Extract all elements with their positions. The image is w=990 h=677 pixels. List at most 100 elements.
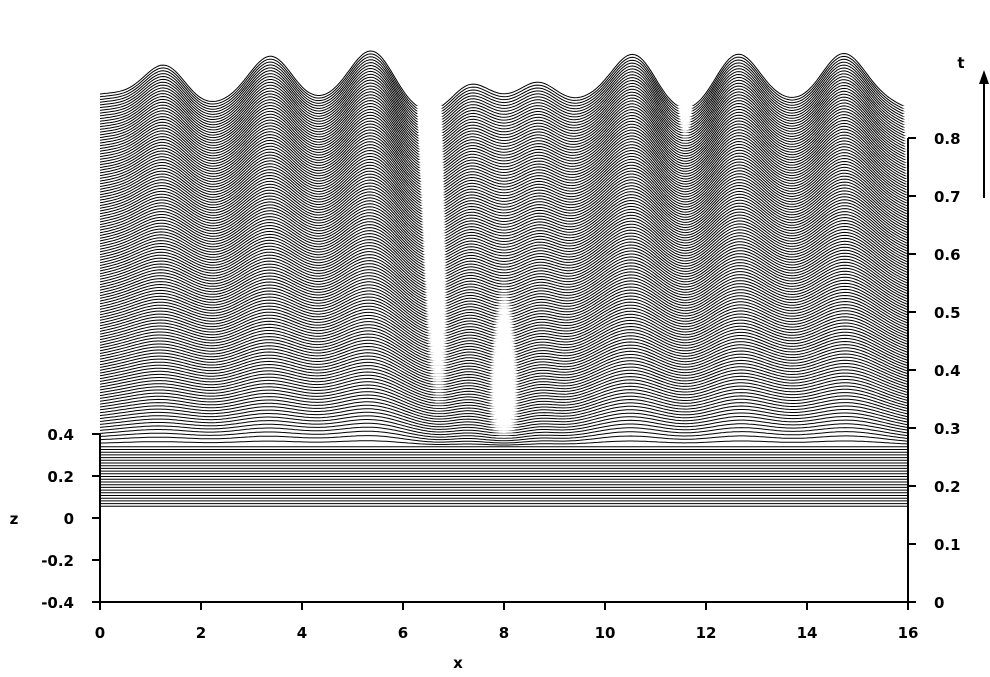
- x-tick-label: 8: [499, 624, 509, 642]
- curve-line: [99, 114, 909, 170]
- z-axis-label: z: [10, 510, 19, 528]
- curve-line: [99, 85, 909, 143]
- x-tick-label: 10: [595, 624, 616, 642]
- t-tick-label: 0.3: [934, 420, 961, 438]
- curve-line: [99, 221, 909, 266]
- curve-line: [99, 97, 909, 154]
- curve-line: [99, 173, 909, 224]
- curve-line: [99, 212, 909, 258]
- curve-fill: [100, 440, 908, 445]
- curve-line: [99, 144, 909, 197]
- z-tick-label: -0.2: [41, 552, 74, 570]
- x-tick-label: 12: [696, 624, 717, 642]
- curve-line: [99, 108, 909, 165]
- curve-line: [99, 182, 909, 232]
- curve-line: [99, 120, 909, 176]
- curve-line: [99, 102, 909, 159]
- t-tick-label: 0.1: [934, 536, 961, 554]
- t-tick-label: 0.4: [934, 362, 961, 380]
- x-tick-label: 0: [95, 624, 105, 642]
- curve-line: [99, 100, 909, 157]
- curve-line: [99, 422, 909, 437]
- curve-line: [99, 123, 909, 178]
- curve-line: [99, 194, 909, 242]
- curve-line: [99, 239, 909, 282]
- z-tick-label: 0.4: [47, 426, 74, 444]
- curve-line: [99, 224, 909, 269]
- curve-line: [99, 105, 909, 162]
- curve-fill: [100, 435, 908, 443]
- x-tick-label: 2: [196, 624, 206, 642]
- curve-line: [99, 185, 909, 234]
- curve-line: [99, 200, 909, 248]
- curve-line: [99, 233, 909, 277]
- curve-line: [99, 64, 909, 125]
- curve-line: [99, 126, 909, 181]
- curve-line: [99, 50, 909, 111]
- curve-line: [99, 236, 909, 280]
- curve-line: [99, 426, 909, 439]
- curve-line: [99, 197, 909, 245]
- curve-line: [99, 191, 909, 240]
- curve-line: [99, 149, 909, 202]
- curve-line: [99, 230, 909, 274]
- curve-line: [99, 67, 909, 127]
- curve-line: [99, 88, 909, 146]
- curve-line: [99, 132, 909, 186]
- curve-line: [99, 227, 909, 272]
- t-tick-label: 0.5: [934, 304, 961, 322]
- curve-line: [99, 76, 909, 135]
- curve-line: [99, 179, 909, 229]
- curve-line: [99, 79, 909, 138]
- t-arrow-head: [979, 70, 989, 84]
- curve-line: [99, 147, 909, 200]
- curve-line: [99, 117, 909, 173]
- curve-line: [99, 430, 909, 442]
- curve-line: [99, 254, 909, 296]
- x-tick-label: 6: [398, 624, 408, 642]
- x-tick-label: 4: [297, 624, 307, 642]
- curve-line: [99, 135, 909, 189]
- curve-line: [99, 56, 909, 116]
- axes: 0 2 4 6 8 10 12 14 16 -0.4 -0.2 0 0.2 0.4 0 0.1 0.2 0.3 0.…: [10, 54, 989, 672]
- curve-line: [99, 248, 909, 290]
- t-tick-label: 0.7: [934, 188, 961, 206]
- curve-line: [99, 209, 909, 256]
- curve-line: [99, 170, 909, 221]
- curve-line: [99, 155, 909, 208]
- z-tick-label: 0: [64, 510, 74, 528]
- curve-line: [99, 141, 909, 194]
- curve-line: [99, 73, 909, 133]
- t-tick-label: 0.6: [934, 246, 961, 264]
- curve-line: [99, 203, 909, 250]
- curve-line: [99, 215, 909, 261]
- t-tick-label: 0.8: [934, 130, 961, 148]
- curve-line: [99, 167, 909, 218]
- x-axis-label: x: [453, 654, 463, 672]
- curve-line: [99, 59, 909, 119]
- curve-line: [99, 53, 909, 114]
- curve-line: [99, 164, 909, 216]
- curve-line: [99, 440, 909, 446]
- z-tick-label: 0.2: [47, 468, 74, 486]
- curve-line: [99, 62, 909, 122]
- curve-line: [99, 94, 909, 151]
- z-tick-label: -0.4: [41, 594, 74, 612]
- curve-line: [99, 158, 909, 210]
- curve-line: [99, 161, 909, 213]
- curve-line: [99, 152, 909, 205]
- curve-line: [99, 218, 909, 264]
- curve-line: [99, 82, 909, 141]
- curve-line: [99, 91, 909, 149]
- curve-line: [99, 206, 909, 253]
- curve-line: [99, 242, 909, 285]
- surface-curves: [99, 50, 909, 507]
- curve-line: [99, 111, 909, 168]
- t-axis-label: t: [957, 54, 964, 72]
- curve-line: [99, 176, 909, 226]
- x-tick-label: 14: [797, 624, 818, 642]
- t-tick-label: 0.2: [934, 478, 961, 496]
- curve-line: [99, 70, 909, 130]
- x-tick-label: 16: [898, 624, 919, 642]
